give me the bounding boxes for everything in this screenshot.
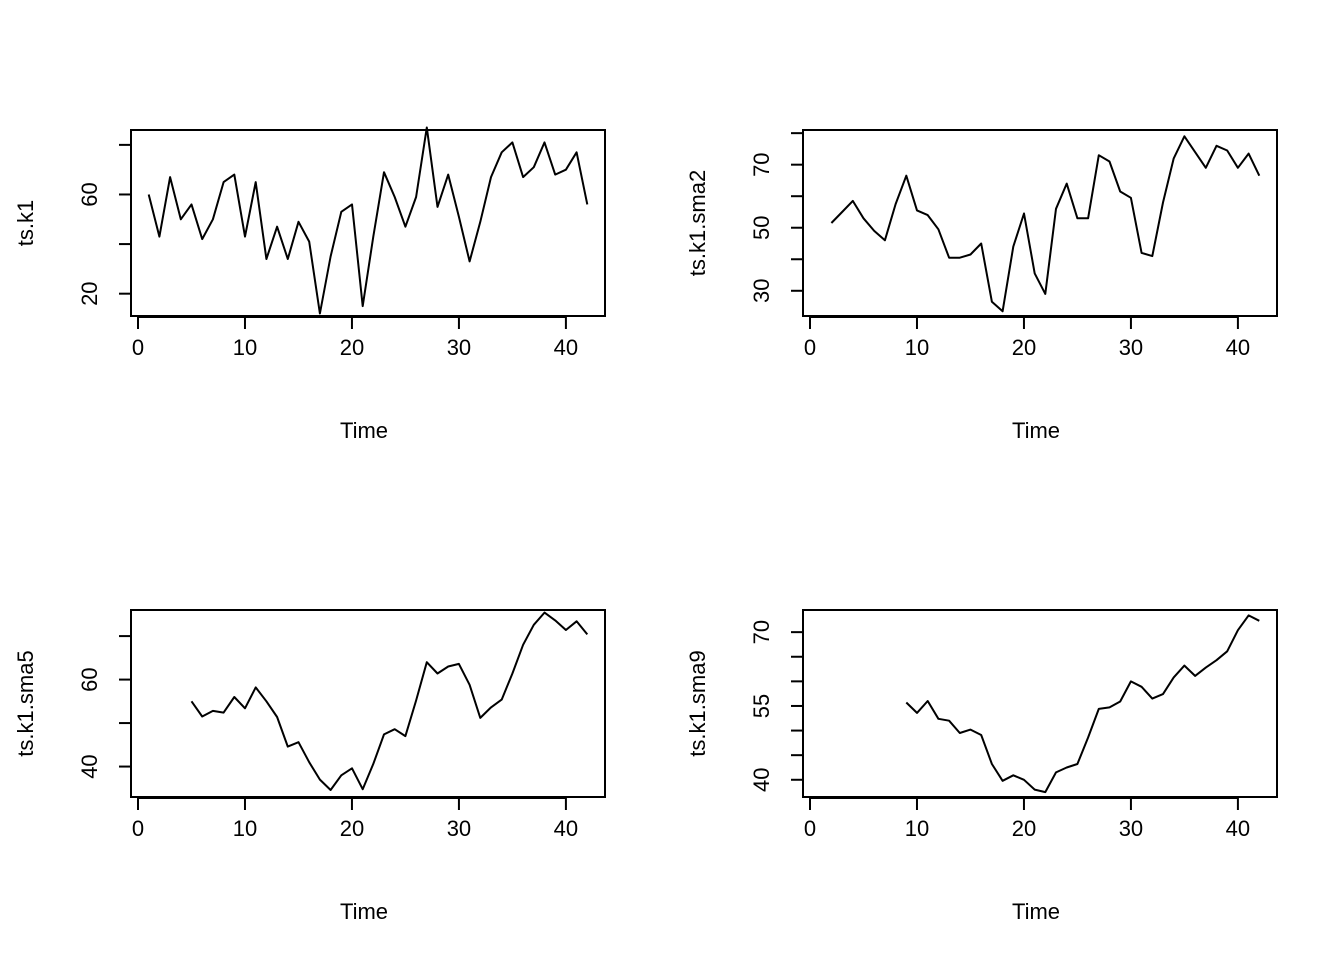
panel-ts-k1-sma9: 0 10 20 30 40 40 55 70 Time ts.k1.sma9 [685,609,1278,924]
y-tick-label-ts-k1-sma9: 40 [749,768,774,792]
x-tick-label-ts-k1-sma5: 20 [340,816,364,841]
x-axis-title-ts-k1-sma2: Time [1012,418,1060,443]
x-tick-label-ts-k1-sma9: 0 [804,816,816,841]
y-tick-label-ts-k1-sma9: 70 [749,620,774,644]
x-tick-label-ts-k1-sma9: 20 [1012,816,1036,841]
x-tick-label-ts-k1: 0 [132,335,144,360]
x-tick-label-ts-k1-sma2: 40 [1226,335,1250,360]
x-tick-label-ts-k1: 30 [447,335,471,360]
x-axis-title-ts-k1: Time [340,418,388,443]
plot-frame-ts-k1-sma2 [802,129,1278,317]
y-tick-label-ts-k1-sma5: 60 [77,667,102,691]
y-tick-label-ts-k1: 20 [77,281,102,305]
x-axis-title-ts-k1-sma9: Time [1012,899,1060,924]
y-axis-title-ts-k1-sma5: ts.k1.sma5 [13,650,38,756]
x-tick-label-ts-k1: 10 [233,335,257,360]
x-tick-label-ts-k1-sma9: 10 [905,816,929,841]
y-axis-title-ts-k1-sma9: ts.k1.sma9 [685,650,710,756]
plot-frame-ts-k1-sma9 [802,609,1278,798]
series-line-ts-k1 [147,126,589,315]
y-tick-label-ts-k1: 60 [77,182,102,206]
x-axis-title-ts-k1-sma5: Time [340,899,388,924]
panel-ts-k1: 0 10 20 30 40 20 60 Time ts.k1 [13,126,606,443]
x-tick-label-ts-k1-sma2: 30 [1119,335,1143,360]
x-tick-label-ts-k1-sma5: 0 [132,816,144,841]
y-tick-label-ts-k1-sma5: 40 [77,754,102,778]
y-tick-label-ts-k1-sma2: 50 [749,215,774,239]
x-tick-label-ts-k1-sma9: 30 [1119,816,1143,841]
series-line-ts-k1-sma9 [905,614,1260,794]
y-tick-label-ts-k1-sma2: 30 [749,279,774,303]
x-tick-label-ts-k1: 40 [554,335,578,360]
y-axis-title-ts-k1-sma2: ts.k1.sma2 [685,170,710,276]
panel-ts-k1-sma5: 0 10 20 30 40 40 60 Time ts.k1.sma5 [13,609,606,924]
series-line-ts-k1-sma2 [830,135,1261,313]
x-tick-label-ts-k1-sma2: 0 [804,335,816,360]
y-tick-label-ts-k1-sma2: 70 [749,152,774,176]
series-line-ts-k1-sma5 [190,611,589,791]
x-tick-label-ts-k1-sma2: 10 [905,335,929,360]
x-tick-label-ts-k1-sma5: 40 [554,816,578,841]
plot-frame-ts-k1 [130,129,606,317]
x-tick-label-ts-k1-sma9: 40 [1226,816,1250,841]
x-tick-label-ts-k1-sma2: 20 [1012,335,1036,360]
panel-ts-k1-sma2: 0 10 20 30 40 30 50 70 Time ts.k1.sma2 [685,129,1278,443]
x-tick-label-ts-k1: 20 [340,335,364,360]
x-tick-label-ts-k1-sma5: 10 [233,816,257,841]
y-axis-title-ts-k1: ts.k1 [13,200,38,246]
y-tick-label-ts-k1-sma9: 55 [749,694,774,718]
x-tick-label-ts-k1-sma5: 30 [447,816,471,841]
plot-frame-ts-k1-sma5 [130,609,606,798]
